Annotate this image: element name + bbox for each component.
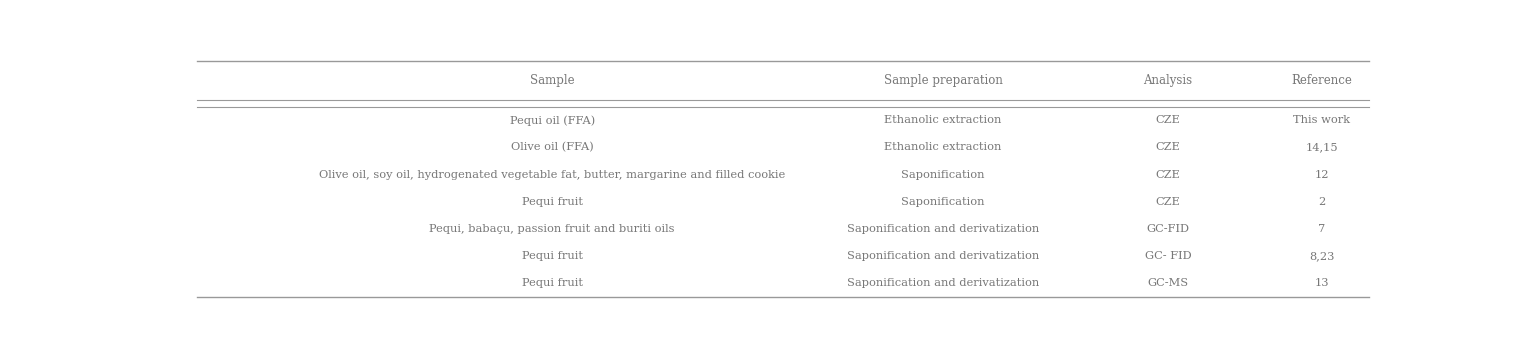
- Text: Analysis: Analysis: [1143, 74, 1192, 87]
- Text: GC- FID: GC- FID: [1144, 251, 1192, 261]
- Text: Olive oil (FFA): Olive oil (FFA): [510, 142, 593, 153]
- Text: Saponification: Saponification: [902, 169, 984, 180]
- Text: Ethanolic extraction: Ethanolic extraction: [885, 142, 1002, 152]
- Text: Pequi fruit: Pequi fruit: [521, 251, 582, 261]
- Text: Pequi, babaçu, passion fruit and buriti oils: Pequi, babaçu, passion fruit and buriti …: [429, 224, 675, 234]
- Text: 8,23: 8,23: [1309, 251, 1334, 261]
- Text: 13: 13: [1314, 278, 1329, 288]
- Text: This work: This work: [1293, 115, 1351, 125]
- Text: Reference: Reference: [1291, 74, 1352, 87]
- Text: Saponification and derivatization: Saponification and derivatization: [847, 278, 1039, 288]
- Text: CZE: CZE: [1155, 197, 1180, 207]
- Text: Pequi oil (FFA): Pequi oil (FFA): [509, 115, 594, 126]
- Text: Saponification and derivatization: Saponification and derivatization: [847, 224, 1039, 234]
- Text: Sample: Sample: [530, 74, 575, 87]
- Text: 12: 12: [1314, 169, 1329, 180]
- Text: Saponification and derivatization: Saponification and derivatization: [847, 251, 1039, 261]
- Text: 2: 2: [1319, 197, 1325, 207]
- Text: CZE: CZE: [1155, 142, 1180, 152]
- Text: GC-MS: GC-MS: [1148, 278, 1189, 288]
- Text: 14,15: 14,15: [1305, 142, 1339, 152]
- Text: Pequi fruit: Pequi fruit: [521, 197, 582, 207]
- Text: CZE: CZE: [1155, 169, 1180, 180]
- Text: Saponification: Saponification: [902, 197, 984, 207]
- Text: 7: 7: [1319, 224, 1325, 234]
- Text: Sample preparation: Sample preparation: [883, 74, 1002, 87]
- Text: GC-FID: GC-FID: [1146, 224, 1189, 234]
- Text: Olive oil, soy oil, hydrogenated vegetable fat, butter, margarine and filled coo: Olive oil, soy oil, hydrogenated vegetab…: [319, 169, 785, 180]
- Text: CZE: CZE: [1155, 115, 1180, 125]
- Text: Pequi fruit: Pequi fruit: [521, 278, 582, 288]
- Text: Ethanolic extraction: Ethanolic extraction: [885, 115, 1002, 125]
